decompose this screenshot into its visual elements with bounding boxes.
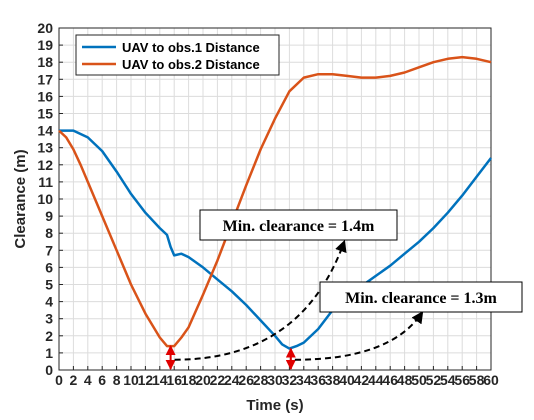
- x-tick-label: 30: [267, 372, 283, 388]
- y-tick-label: 14: [37, 123, 53, 139]
- x-tick-label: 6: [98, 372, 106, 388]
- x-tick-label: 60: [483, 372, 499, 388]
- y-tick-label: 3: [45, 311, 53, 327]
- x-tick-label: 18: [181, 372, 197, 388]
- y-tick-label: 9: [45, 208, 53, 224]
- series-lines: [58, 55, 492, 350]
- x-tick-label: 22: [210, 372, 226, 388]
- annotation-text: Min. clearance = 1.3m: [345, 290, 497, 307]
- y-tick-label: 1: [45, 345, 53, 361]
- grid: [58, 27, 492, 371]
- x-tick-label: 40: [339, 372, 355, 388]
- y-tick-label: 15: [37, 106, 53, 122]
- legend: UAV to obs.1 Distance UAV to obs.2 Distan…: [75, 34, 280, 76]
- x-axis-label: Time (s): [246, 397, 303, 414]
- x-tick-label: 36: [310, 372, 326, 388]
- x-tick-label: 14: [152, 372, 168, 388]
- x-tick-label: 42: [354, 372, 370, 388]
- x-tick-label: 32: [282, 372, 298, 388]
- y-tick-label: 0: [45, 362, 53, 378]
- legend-entry: UAV to obs.2 Distance: [122, 57, 260, 72]
- x-tick-label: 12: [138, 372, 154, 388]
- x-tick-label: 34: [296, 372, 312, 388]
- y-axis-label: Clearance (m): [12, 149, 29, 248]
- y-tick-label: 4: [45, 294, 53, 310]
- y-tick-label: 7: [45, 242, 53, 258]
- x-tick-label: 44: [368, 372, 384, 388]
- y-tick-label: 19: [37, 37, 53, 53]
- x-tick-label: 2: [70, 372, 78, 388]
- min-clearance-markers: [165, 345, 296, 370]
- x-axis-ticks: 0 2 4 6 8 10121416182022242628303234363840424…: [55, 366, 499, 388]
- x-tick-label: 10: [123, 372, 139, 388]
- x-tick-label: 4: [84, 372, 92, 388]
- annotation-box: [319, 281, 523, 313]
- y-tick-label: 10: [37, 191, 53, 207]
- series-line-1: [59, 129, 492, 350]
- annotation-box: [199, 209, 398, 241]
- x-tick-label: 48: [397, 372, 413, 388]
- x-tick-label: 58: [469, 372, 485, 388]
- annotation-arrow: [174, 239, 347, 361]
- y-tick-label: 16: [37, 88, 53, 104]
- x-tick-label: 16: [166, 372, 182, 388]
- annotations: Min. clearance = 1.4m Min. clearance = 1.…: [174, 209, 523, 361]
- x-tick-label: 52: [426, 372, 442, 388]
- legend-entry: UAV to obs.1 Distance: [122, 40, 260, 55]
- y-tick-label: 20: [37, 20, 53, 36]
- y-tick-label: 5: [45, 277, 53, 293]
- annotation-arrow: [294, 311, 424, 361]
- y-tick-label: 13: [37, 140, 53, 156]
- x-tick-label: 54: [440, 372, 456, 388]
- y-tick-label: 18: [37, 54, 53, 70]
- y-tick-label: 11: [38, 174, 53, 190]
- x-tick-label: 26: [238, 372, 254, 388]
- x-tick-label: 8: [113, 372, 121, 388]
- annotation-text: Min. clearance = 1.4m: [223, 218, 375, 235]
- x-tick-label: 28: [253, 372, 269, 388]
- y-tick-label: 2: [45, 328, 53, 344]
- x-tick-label: 20: [195, 372, 211, 388]
- y-tick-label: 17: [37, 71, 53, 87]
- series-line-2: [58, 55, 492, 348]
- x-tick-label: 46: [382, 372, 398, 388]
- x-tick-label: 0: [55, 372, 63, 388]
- y-tick-label: 6: [45, 259, 53, 275]
- legend-box: [75, 34, 280, 76]
- x-tick-label: 38: [325, 372, 341, 388]
- y-tick-label: 8: [45, 225, 53, 241]
- x-tick-label: 56: [454, 372, 470, 388]
- x-tick-label: 50: [411, 372, 427, 388]
- y-tick-label: 12: [37, 157, 53, 173]
- x-tick-label: 24: [224, 372, 240, 388]
